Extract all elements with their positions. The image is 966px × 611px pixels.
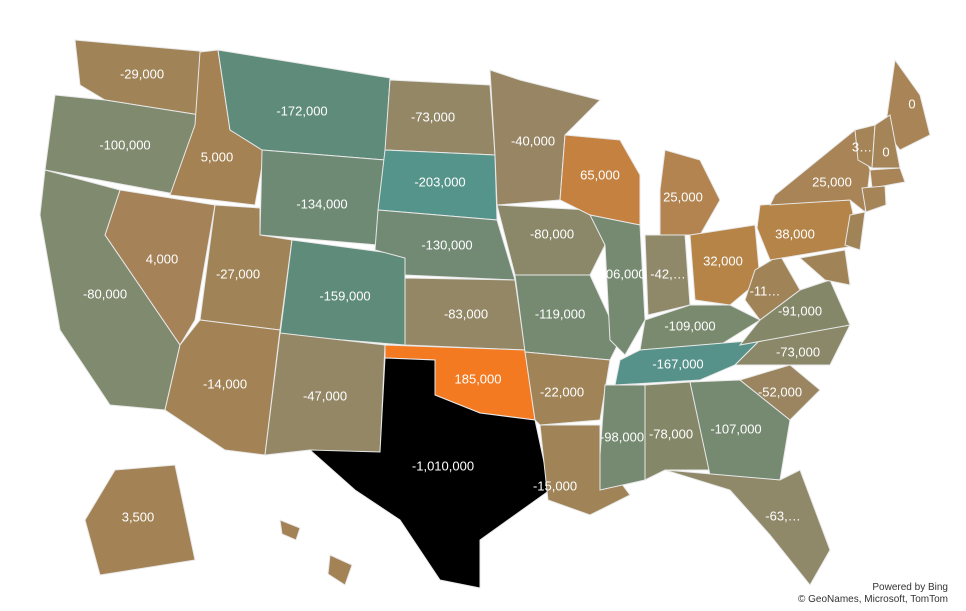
region-label: -78,000 [649, 426, 693, 441]
region-label: -167,000 [652, 356, 703, 371]
region-label: -134,000 [296, 196, 347, 211]
state-shape [84, 464, 196, 576]
region-label: -47,000 [303, 388, 347, 403]
state-shape [738, 364, 821, 421]
state-shape [327, 554, 353, 586]
region-label: -52,000 [758, 384, 802, 399]
state-shape [164, 319, 281, 456]
state-shape [279, 519, 301, 541]
state-shape [524, 351, 611, 426]
region-label: -172,000 [276, 103, 327, 118]
unlabelled-states [279, 167, 906, 586]
region-label: 0 [908, 96, 915, 111]
state-shape [589, 214, 646, 356]
region-label: -15,000 [533, 478, 577, 493]
region-label: 5,000 [201, 149, 234, 164]
region-label: -42,… [650, 266, 685, 281]
region-label: 0 [882, 144, 889, 159]
region-label: -100,000 [99, 137, 150, 152]
state-shape [861, 185, 887, 213]
region-label: -109,000 [664, 318, 715, 333]
region-label: -130,000 [421, 237, 472, 252]
state-shapes [39, 39, 931, 589]
state-shape [599, 384, 646, 491]
attribution: © GeoNames, Microsoft, TomTom [798, 594, 948, 605]
region-label: -106,000 [594, 266, 645, 281]
region-label: -63,… [765, 508, 800, 523]
region-label: -80,000 [83, 286, 127, 301]
state-shape [844, 211, 866, 251]
region-label: -107,000 [710, 421, 761, 436]
state-shape [689, 224, 761, 306]
region-label: -11… [750, 283, 781, 298]
state-shape [374, 209, 516, 281]
attribution: Powered by Bing [872, 582, 948, 593]
region-label: 185,000 [455, 371, 502, 386]
region-label: -91,000 [778, 303, 822, 318]
region-label: -40,000 [511, 133, 555, 148]
region-label: 65,000 [580, 167, 620, 182]
region-label: -80,000 [530, 226, 574, 241]
region-label: -14,000 [203, 376, 247, 391]
region-label: 3,500 [122, 509, 155, 524]
region-label: -83,000 [444, 306, 488, 321]
state-shape [733, 324, 851, 366]
state-shape [644, 381, 711, 481]
region-label: -27,000 [216, 266, 260, 281]
region-label: -29,000 [120, 66, 164, 81]
state-shape [496, 204, 606, 276]
region-label: 25,000 [812, 174, 852, 189]
region-label: 25,000 [663, 189, 703, 204]
value-labels: -29,000 -100,000 5,000 -172,000 -134,000 4,00… [83, 66, 916, 524]
region-label: -22,000 [540, 384, 584, 399]
region-label: 32,000 [703, 253, 743, 268]
state-shape [869, 167, 906, 189]
state-shape [798, 249, 851, 286]
state-shape [514, 274, 621, 361]
region-label: -73,000 [411, 109, 455, 124]
state-shape [539, 424, 631, 516]
region-label: -73,000 [776, 344, 820, 359]
region-label: -119,000 [535, 306, 585, 321]
state-shape [664, 469, 831, 586]
region-label: -1,010,000 [412, 458, 474, 473]
region-label: -98,000 [600, 429, 644, 444]
region-label: 38,000 [775, 226, 815, 241]
region-label: 4,000 [146, 251, 179, 266]
state-shape [308, 357, 551, 589]
region-label: 3… [852, 139, 872, 154]
state-shape [689, 379, 791, 481]
region-label: -203,000 [414, 174, 465, 189]
region-label: -159,000 [319, 288, 370, 303]
